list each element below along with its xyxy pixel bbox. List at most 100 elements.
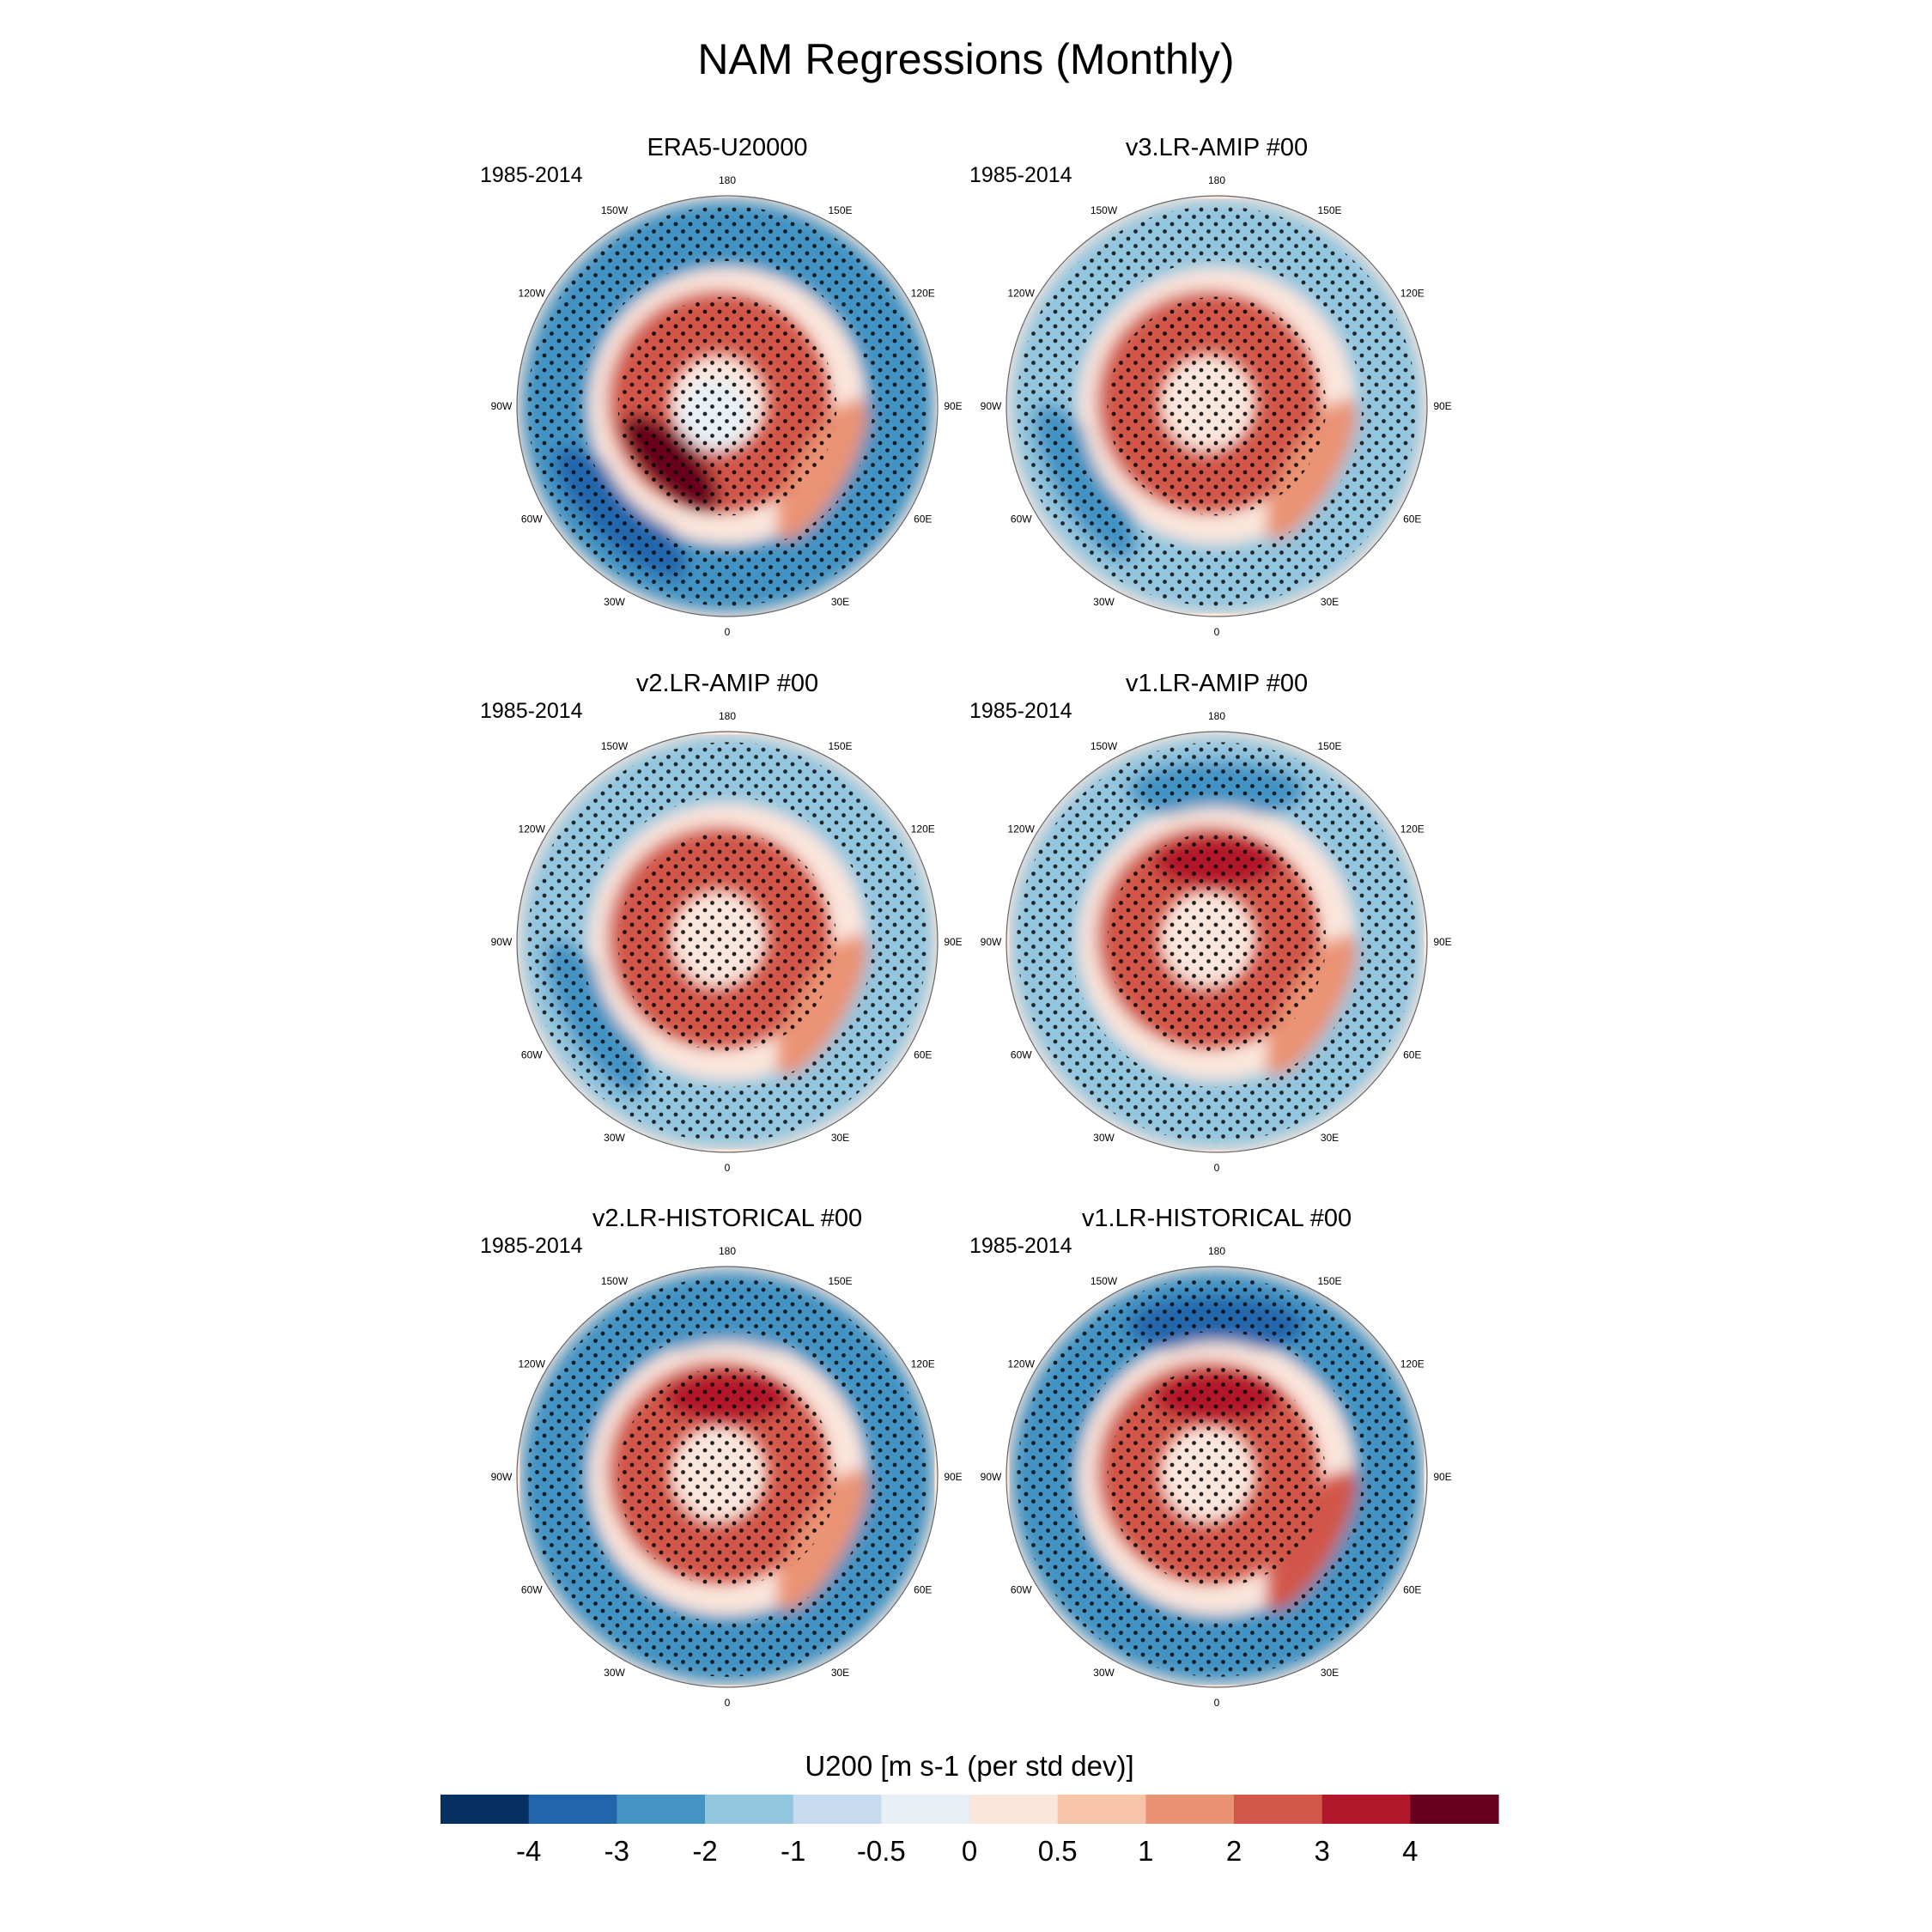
longitude-label: 120W bbox=[519, 1358, 546, 1370]
tail-positive bbox=[776, 934, 868, 1076]
longitude-label: 30W bbox=[1093, 1667, 1115, 1679]
longitude-label: 30E bbox=[1321, 1132, 1339, 1144]
longitude-label: 90W bbox=[491, 936, 513, 948]
map-panel-5: 180 150E 120E 90E 60E 30E 0 30W 60W 90W 120W 150W v2… bbox=[480, 1205, 963, 1709]
stipple-inner bbox=[617, 832, 837, 1052]
colorbar-tick-label: 4 bbox=[1402, 1835, 1418, 1867]
map-boundary bbox=[1005, 195, 1428, 617]
stipple-outer bbox=[1017, 206, 1417, 606]
colorbar-swatch bbox=[969, 1795, 1059, 1824]
longitude-label: 30W bbox=[604, 596, 625, 608]
map-field bbox=[1006, 1267, 1427, 1687]
colorbar-swatch bbox=[793, 1795, 882, 1824]
longitude-label: 120E bbox=[1400, 823, 1425, 835]
longitude-label: 30W bbox=[604, 1132, 625, 1144]
panel-title: v2.LR-AMIP #00 bbox=[636, 670, 818, 697]
longitude-label: 150W bbox=[601, 204, 629, 216]
longitude-label: 120E bbox=[1400, 1358, 1425, 1370]
tail-positive bbox=[776, 398, 868, 540]
longitude-label: 90E bbox=[944, 400, 962, 412]
map-panel-2: 180 150E 120E 90E 60E 30E 0 30W 60W 90W 120W 150W v3… bbox=[969, 134, 1452, 638]
longitude-label: 30E bbox=[1321, 596, 1339, 608]
longitude-label: 150W bbox=[1091, 740, 1118, 752]
panel-period: 1985-2014 bbox=[969, 163, 1072, 187]
longitude-label: 150E bbox=[1317, 740, 1341, 752]
longitude-label: 60W bbox=[1011, 513, 1032, 526]
longitude-label: 120E bbox=[1400, 288, 1425, 300]
colorbar-tick-label: 1 bbox=[1138, 1835, 1153, 1867]
longitude-label: 150W bbox=[1091, 204, 1118, 216]
map-boundary bbox=[1005, 1266, 1428, 1688]
longitude-label: 150W bbox=[1091, 1275, 1118, 1287]
map-boundary bbox=[1005, 731, 1428, 1153]
figure-title: NAM Regressions (Monthly) bbox=[697, 35, 1235, 83]
longitude-label: 30E bbox=[1321, 1667, 1339, 1679]
map-field bbox=[1006, 196, 1427, 617]
longitude-label: 150W bbox=[601, 740, 629, 752]
longitude-label: 0 bbox=[1214, 1697, 1220, 1709]
map-field bbox=[1006, 732, 1427, 1152]
longitude-label: 150E bbox=[1317, 1275, 1341, 1287]
longitude-label: 180 bbox=[719, 174, 736, 186]
panel-period: 1985-2014 bbox=[480, 163, 583, 187]
stipple-inner bbox=[1107, 832, 1327, 1052]
longitude-label: 60E bbox=[1403, 1049, 1421, 1061]
panel-period: 1985-2014 bbox=[969, 1234, 1072, 1258]
map-boundary bbox=[516, 195, 939, 617]
stipple-outer bbox=[1017, 1277, 1417, 1677]
panel-title: ERA5-U20000 bbox=[647, 134, 808, 161]
longitude-label: 30W bbox=[1093, 1132, 1115, 1144]
map-field bbox=[517, 1267, 938, 1687]
longitude-label: 60E bbox=[1403, 1584, 1421, 1596]
stipple-inner bbox=[1107, 296, 1327, 516]
longitude-label: 0 bbox=[725, 1697, 731, 1709]
colorbar-swatch bbox=[1410, 1795, 1499, 1824]
longitude-label: 30E bbox=[831, 1132, 849, 1144]
tail-positive bbox=[776, 1469, 868, 1611]
longitude-label: 120W bbox=[519, 288, 546, 300]
colorbar-swatch bbox=[1234, 1795, 1323, 1824]
longitude-label: 0 bbox=[1214, 1162, 1220, 1174]
panel-period: 1985-2014 bbox=[480, 1234, 583, 1258]
longitude-label: 120W bbox=[1008, 288, 1036, 300]
colorbar-swatch bbox=[528, 1795, 617, 1824]
longitude-label: 150W bbox=[601, 1275, 629, 1287]
stipple-inner bbox=[617, 296, 837, 516]
longitude-label: 60E bbox=[914, 1584, 932, 1596]
longitude-label: 60W bbox=[521, 1584, 543, 1596]
longitude-label: 120W bbox=[1008, 1358, 1036, 1370]
colorbar-swatch bbox=[1057, 1795, 1146, 1824]
colorbar-swatch bbox=[440, 1795, 530, 1824]
longitude-label: 180 bbox=[1208, 1245, 1225, 1257]
map-panel-3: 180 150E 120E 90E 60E 30E 0 30W 60W 90W 120W 150W v2… bbox=[480, 670, 963, 1174]
colorbar-label: U200 [m s-1 (per std dev)] bbox=[805, 1750, 1133, 1782]
longitude-label: 90W bbox=[981, 1471, 1002, 1483]
longitude-label: 90W bbox=[491, 1471, 513, 1483]
longitude-label: 90E bbox=[1433, 400, 1451, 412]
longitude-label: 90E bbox=[944, 1471, 962, 1483]
colorbar-swatch bbox=[705, 1795, 794, 1824]
longitude-label: 150E bbox=[828, 740, 852, 752]
colorbar-swatch bbox=[617, 1795, 706, 1824]
colorbar-swatch bbox=[881, 1795, 970, 1824]
map-field bbox=[517, 196, 938, 617]
longitude-label: 30E bbox=[831, 596, 849, 608]
longitude-label: 150E bbox=[828, 204, 852, 216]
map-panel-1: 180 150E 120E 90E 60E 30E 0 30W 60W 90W 120W 150W ER… bbox=[480, 134, 963, 638]
longitude-label: 90E bbox=[944, 936, 962, 948]
colorbar-swatch bbox=[1321, 1795, 1411, 1824]
colorbar-tick-label: 0 bbox=[962, 1835, 977, 1867]
map-panel-4: 180 150E 120E 90E 60E 30E 0 30W 60W 90W 120W 150W v1… bbox=[969, 670, 1452, 1174]
longitude-label: 90W bbox=[491, 400, 513, 412]
panel-title: v1.LR-HISTORICAL #00 bbox=[1082, 1205, 1352, 1232]
longitude-label: 180 bbox=[1208, 710, 1225, 722]
longitude-label: 60W bbox=[521, 513, 543, 526]
colorbar-tick-label: -3 bbox=[605, 1835, 629, 1867]
map-boundary bbox=[516, 731, 939, 1153]
map-field bbox=[517, 732, 938, 1152]
longitude-label: 150E bbox=[1317, 204, 1341, 216]
tail-positive bbox=[1266, 1469, 1358, 1611]
tail-positive bbox=[1266, 398, 1358, 540]
longitude-label: 90E bbox=[1433, 936, 1451, 948]
colorbar-tick-label: -4 bbox=[516, 1835, 541, 1867]
